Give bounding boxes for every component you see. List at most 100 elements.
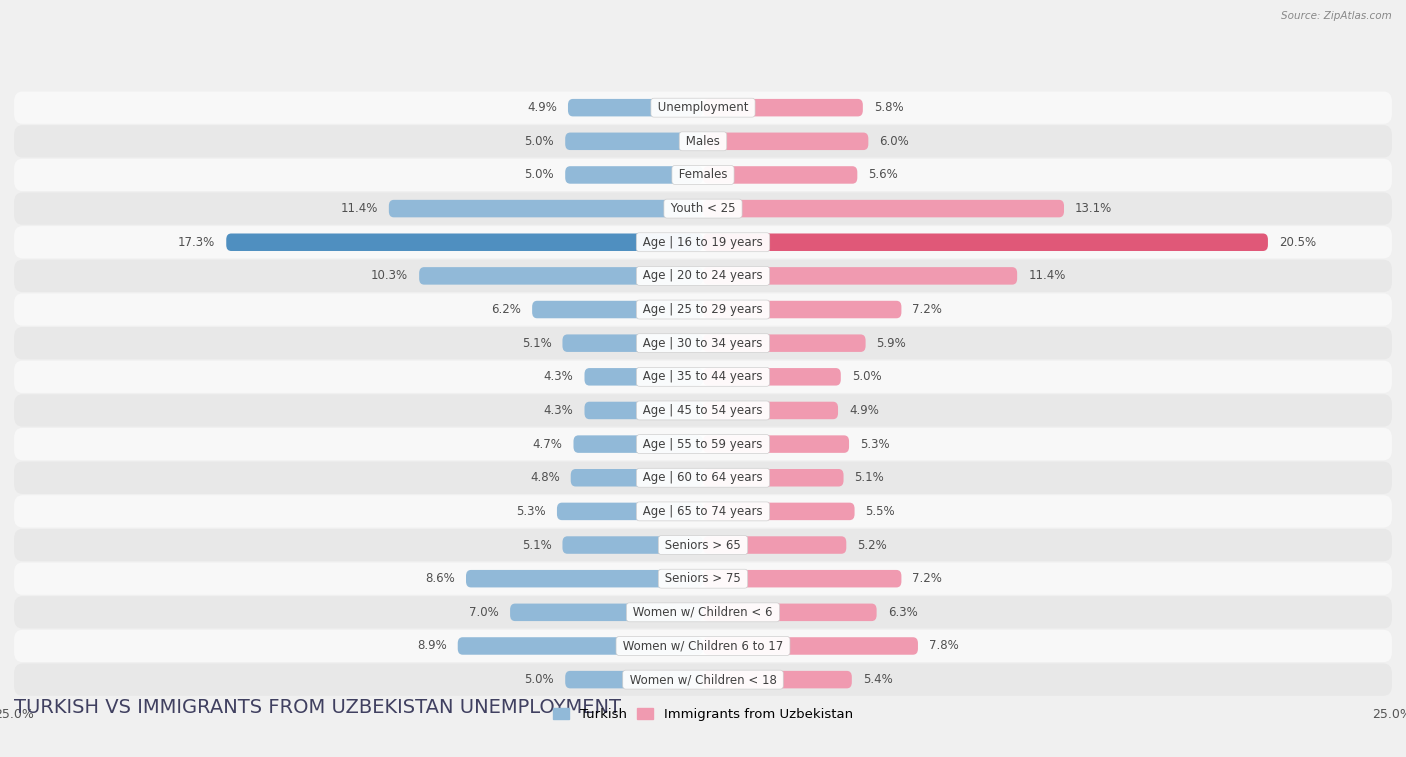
Text: 17.3%: 17.3% bbox=[179, 235, 215, 249]
Legend: Turkish, Immigrants from Uzbekistan: Turkish, Immigrants from Uzbekistan bbox=[548, 702, 858, 726]
FancyBboxPatch shape bbox=[14, 495, 1392, 528]
FancyBboxPatch shape bbox=[531, 301, 703, 318]
FancyBboxPatch shape bbox=[14, 260, 1392, 292]
FancyBboxPatch shape bbox=[574, 435, 703, 453]
Text: Females: Females bbox=[675, 169, 731, 182]
Text: 5.1%: 5.1% bbox=[522, 337, 551, 350]
FancyBboxPatch shape bbox=[562, 536, 703, 554]
FancyBboxPatch shape bbox=[226, 233, 703, 251]
FancyBboxPatch shape bbox=[703, 536, 846, 554]
Text: 6.2%: 6.2% bbox=[491, 303, 522, 316]
Text: 4.7%: 4.7% bbox=[533, 438, 562, 450]
FancyBboxPatch shape bbox=[703, 167, 858, 184]
Text: Age | 30 to 34 years: Age | 30 to 34 years bbox=[640, 337, 766, 350]
FancyBboxPatch shape bbox=[510, 603, 703, 621]
FancyBboxPatch shape bbox=[14, 597, 1392, 628]
Text: 7.2%: 7.2% bbox=[912, 572, 942, 585]
FancyBboxPatch shape bbox=[14, 159, 1392, 191]
Text: 5.5%: 5.5% bbox=[866, 505, 896, 518]
FancyBboxPatch shape bbox=[703, 368, 841, 385]
FancyBboxPatch shape bbox=[703, 267, 1017, 285]
FancyBboxPatch shape bbox=[14, 125, 1392, 157]
FancyBboxPatch shape bbox=[14, 327, 1392, 360]
FancyBboxPatch shape bbox=[14, 562, 1392, 595]
FancyBboxPatch shape bbox=[14, 192, 1392, 225]
FancyBboxPatch shape bbox=[14, 663, 1392, 696]
Text: Age | 35 to 44 years: Age | 35 to 44 years bbox=[640, 370, 766, 383]
Text: 10.3%: 10.3% bbox=[371, 269, 408, 282]
Text: 11.4%: 11.4% bbox=[340, 202, 378, 215]
Text: 5.2%: 5.2% bbox=[858, 538, 887, 552]
FancyBboxPatch shape bbox=[389, 200, 703, 217]
FancyBboxPatch shape bbox=[703, 132, 869, 150]
FancyBboxPatch shape bbox=[703, 570, 901, 587]
Text: Unemployment: Unemployment bbox=[654, 101, 752, 114]
FancyBboxPatch shape bbox=[419, 267, 703, 285]
Text: Source: ZipAtlas.com: Source: ZipAtlas.com bbox=[1281, 11, 1392, 21]
Text: 13.1%: 13.1% bbox=[1076, 202, 1112, 215]
FancyBboxPatch shape bbox=[562, 335, 703, 352]
FancyBboxPatch shape bbox=[14, 630, 1392, 662]
FancyBboxPatch shape bbox=[703, 603, 876, 621]
Text: Youth < 25: Youth < 25 bbox=[666, 202, 740, 215]
Text: 5.3%: 5.3% bbox=[516, 505, 546, 518]
FancyBboxPatch shape bbox=[585, 368, 703, 385]
Text: 5.3%: 5.3% bbox=[860, 438, 890, 450]
FancyBboxPatch shape bbox=[703, 503, 855, 520]
Text: 7.0%: 7.0% bbox=[470, 606, 499, 618]
Text: 4.9%: 4.9% bbox=[527, 101, 557, 114]
Text: Women w/ Children < 18: Women w/ Children < 18 bbox=[626, 673, 780, 686]
FancyBboxPatch shape bbox=[585, 402, 703, 419]
Text: Age | 20 to 24 years: Age | 20 to 24 years bbox=[640, 269, 766, 282]
FancyBboxPatch shape bbox=[14, 92, 1392, 124]
Text: 4.3%: 4.3% bbox=[544, 404, 574, 417]
Text: 4.3%: 4.3% bbox=[544, 370, 574, 383]
Text: Males: Males bbox=[682, 135, 724, 148]
Text: Age | 25 to 29 years: Age | 25 to 29 years bbox=[640, 303, 766, 316]
Text: 8.9%: 8.9% bbox=[418, 640, 447, 653]
Text: TURKISH VS IMMIGRANTS FROM UZBEKISTAN UNEMPLOYMENT: TURKISH VS IMMIGRANTS FROM UZBEKISTAN UN… bbox=[14, 698, 621, 717]
Text: Age | 60 to 64 years: Age | 60 to 64 years bbox=[640, 472, 766, 484]
FancyBboxPatch shape bbox=[14, 529, 1392, 561]
Text: Age | 65 to 74 years: Age | 65 to 74 years bbox=[640, 505, 766, 518]
Text: 5.0%: 5.0% bbox=[524, 135, 554, 148]
FancyBboxPatch shape bbox=[703, 301, 901, 318]
Text: 5.6%: 5.6% bbox=[869, 169, 898, 182]
FancyBboxPatch shape bbox=[565, 167, 703, 184]
FancyBboxPatch shape bbox=[458, 637, 703, 655]
Text: 11.4%: 11.4% bbox=[1028, 269, 1066, 282]
Text: Women w/ Children < 6: Women w/ Children < 6 bbox=[630, 606, 776, 618]
Text: 6.0%: 6.0% bbox=[879, 135, 910, 148]
Text: 5.4%: 5.4% bbox=[863, 673, 893, 686]
FancyBboxPatch shape bbox=[565, 132, 703, 150]
Text: 20.5%: 20.5% bbox=[1279, 235, 1316, 249]
FancyBboxPatch shape bbox=[703, 671, 852, 688]
FancyBboxPatch shape bbox=[14, 428, 1392, 460]
Text: Age | 45 to 54 years: Age | 45 to 54 years bbox=[640, 404, 766, 417]
FancyBboxPatch shape bbox=[703, 402, 838, 419]
Text: 7.2%: 7.2% bbox=[912, 303, 942, 316]
FancyBboxPatch shape bbox=[14, 394, 1392, 427]
Text: 5.9%: 5.9% bbox=[876, 337, 907, 350]
Text: 5.8%: 5.8% bbox=[875, 101, 904, 114]
FancyBboxPatch shape bbox=[565, 671, 703, 688]
Text: 5.1%: 5.1% bbox=[522, 538, 551, 552]
Text: 4.9%: 4.9% bbox=[849, 404, 879, 417]
FancyBboxPatch shape bbox=[703, 233, 1268, 251]
Text: 7.8%: 7.8% bbox=[929, 640, 959, 653]
FancyBboxPatch shape bbox=[14, 360, 1392, 393]
FancyBboxPatch shape bbox=[465, 570, 703, 587]
Text: 8.6%: 8.6% bbox=[425, 572, 456, 585]
FancyBboxPatch shape bbox=[14, 226, 1392, 258]
Text: Women w/ Children 6 to 17: Women w/ Children 6 to 17 bbox=[619, 640, 787, 653]
FancyBboxPatch shape bbox=[571, 469, 703, 487]
FancyBboxPatch shape bbox=[14, 462, 1392, 494]
FancyBboxPatch shape bbox=[703, 200, 1064, 217]
FancyBboxPatch shape bbox=[703, 637, 918, 655]
Text: Age | 55 to 59 years: Age | 55 to 59 years bbox=[640, 438, 766, 450]
FancyBboxPatch shape bbox=[703, 99, 863, 117]
FancyBboxPatch shape bbox=[703, 435, 849, 453]
FancyBboxPatch shape bbox=[14, 294, 1392, 326]
Text: 5.0%: 5.0% bbox=[852, 370, 882, 383]
Text: 5.0%: 5.0% bbox=[524, 169, 554, 182]
